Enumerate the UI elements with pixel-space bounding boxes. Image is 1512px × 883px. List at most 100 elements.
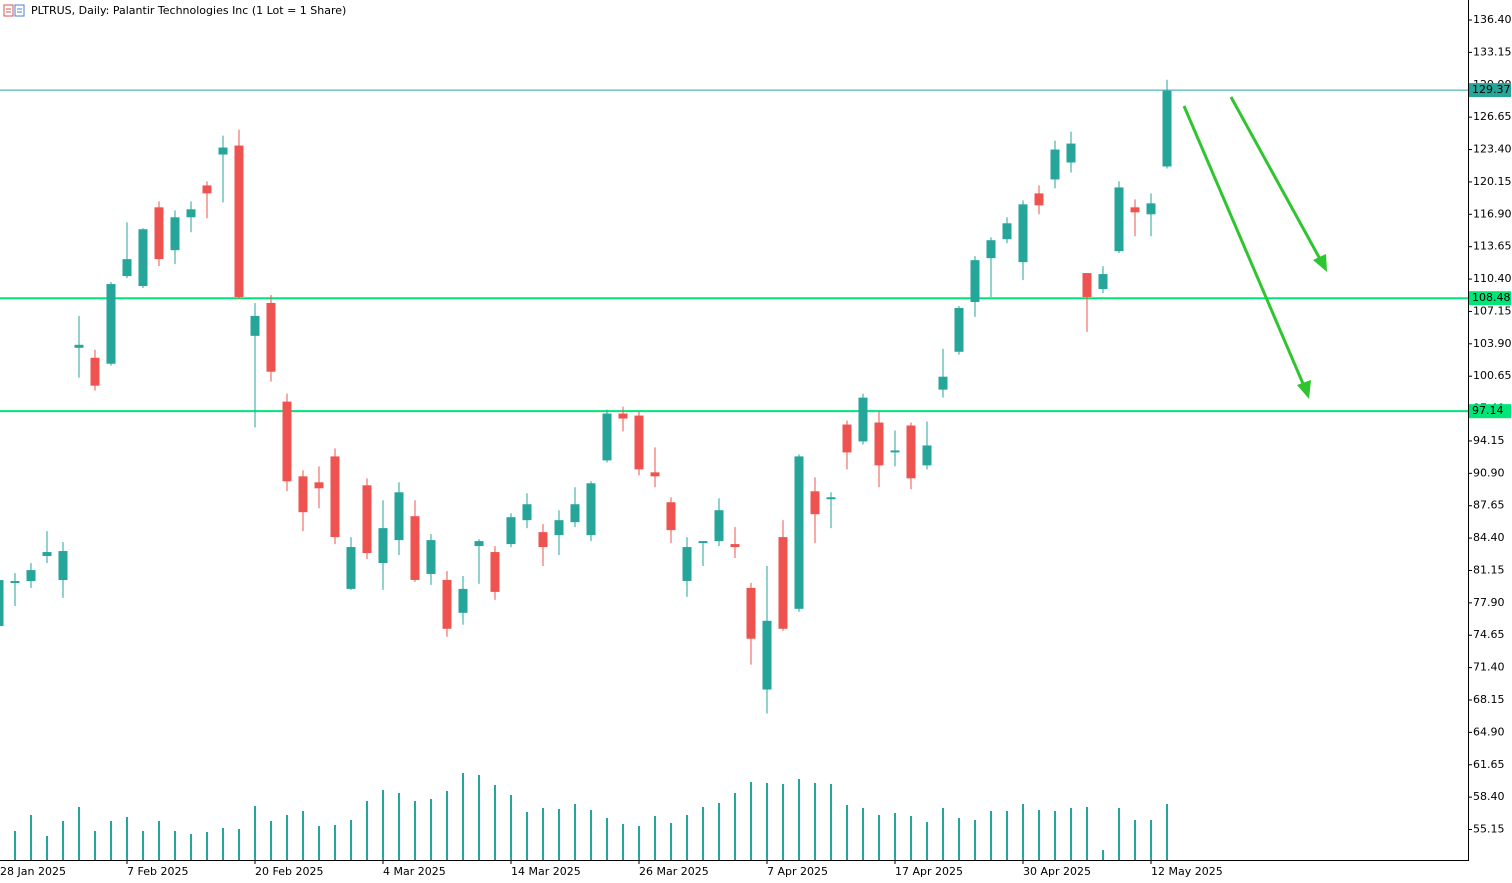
candle-body xyxy=(202,185,212,194)
volume-bar xyxy=(1166,804,1168,860)
x-tick-label: 28 Jan 2025 xyxy=(0,865,66,878)
volume-bar xyxy=(990,811,992,860)
volume-bar xyxy=(1022,804,1024,860)
candle-body xyxy=(922,445,932,466)
candle-body xyxy=(586,483,596,536)
y-tick-label: 87.65 xyxy=(1473,499,1505,512)
volume-bar xyxy=(734,793,736,860)
y-tick-label: 123.40 xyxy=(1473,143,1512,156)
candle-body xyxy=(58,551,68,581)
volume-bar xyxy=(830,784,832,860)
candle-body xyxy=(10,581,20,584)
candle-body xyxy=(106,284,116,364)
volume-bar xyxy=(958,818,960,860)
volume-bar xyxy=(286,815,288,860)
candle-body xyxy=(218,147,228,155)
candle-body xyxy=(938,376,948,390)
volume-bar xyxy=(238,829,240,860)
level-label-box xyxy=(1469,83,1511,98)
candle-body xyxy=(394,492,404,541)
candle-body xyxy=(26,570,36,582)
x-tick-label: 14 Mar 2025 xyxy=(511,865,581,878)
volume-bar xyxy=(110,821,112,860)
trend-arrows xyxy=(1182,96,1327,399)
x-tick-label: 30 Apr 2025 xyxy=(1023,865,1091,878)
candle-body xyxy=(810,491,820,515)
volume-bar xyxy=(606,818,608,860)
candle-body xyxy=(298,476,308,513)
volume-bar xyxy=(926,822,928,860)
volume-bar xyxy=(542,808,544,860)
y-tick-label: 120.15 xyxy=(1473,175,1512,188)
volume-bar xyxy=(62,821,64,860)
y-tick-label: 116.90 xyxy=(1473,207,1512,220)
candle-body xyxy=(762,620,772,690)
volume-bar xyxy=(1038,810,1040,860)
level-label: 129.37 xyxy=(1472,83,1511,96)
volume-bar xyxy=(190,834,192,860)
volume-bar xyxy=(94,831,96,860)
candle-body xyxy=(90,357,100,386)
volume-bar xyxy=(814,783,816,860)
volume-bar xyxy=(638,826,640,860)
volume-bar xyxy=(1086,807,1088,860)
candle-body xyxy=(682,547,692,581)
candle-body xyxy=(1002,223,1012,240)
x-tick-label: 17 Apr 2025 xyxy=(895,865,963,878)
candle-body xyxy=(570,504,580,523)
volume-bar xyxy=(558,809,560,860)
candle-body xyxy=(474,541,484,547)
candle-body xyxy=(618,413,628,419)
y-tick-label: 81.15 xyxy=(1473,563,1505,576)
candle-body xyxy=(74,344,84,348)
y-tick-label: 71.40 xyxy=(1473,661,1505,674)
candle-body xyxy=(234,145,244,297)
volume-bar xyxy=(1102,850,1104,860)
candle-body xyxy=(346,547,356,589)
y-tick-label: 61.65 xyxy=(1473,758,1505,771)
volume-bar xyxy=(334,825,336,860)
y-tick-label: 77.90 xyxy=(1473,596,1505,609)
volume-bar xyxy=(750,782,752,860)
volume-bar xyxy=(766,783,768,860)
volume-bar xyxy=(510,795,512,860)
volume-bar xyxy=(574,804,576,860)
candle-body xyxy=(410,516,420,580)
volume-bar xyxy=(590,810,592,860)
volume-bar xyxy=(846,805,848,860)
volume-bar xyxy=(1118,808,1120,860)
y-tick-label: 55.15 xyxy=(1473,823,1505,836)
volume-bar xyxy=(302,811,304,860)
volume-bar xyxy=(366,801,368,860)
x-tick-label: 12 May 2025 xyxy=(1151,865,1223,878)
volume-bar xyxy=(1150,820,1152,860)
volume-bar xyxy=(174,831,176,860)
candle-body xyxy=(314,482,324,489)
volume-bar xyxy=(862,808,864,860)
volume-bar xyxy=(254,806,256,860)
volume-bar xyxy=(974,820,976,860)
candle-body xyxy=(1018,204,1028,263)
volume-bar xyxy=(782,784,784,860)
candle-body xyxy=(874,422,884,466)
volume-bar xyxy=(942,808,944,860)
volume-bar xyxy=(478,775,480,860)
volume-bar xyxy=(910,816,912,860)
x-tick-label: 26 Mar 2025 xyxy=(639,865,709,878)
axis-area: 136.40133.15129.90126.65123.40120.15116.… xyxy=(0,13,1512,878)
candle-body xyxy=(1162,90,1172,167)
candle-body xyxy=(0,580,4,626)
volume-bar xyxy=(1070,808,1072,860)
y-tick-label: 74.65 xyxy=(1473,628,1505,641)
candle-body xyxy=(458,588,468,613)
candle-body xyxy=(330,456,340,538)
candle-body xyxy=(794,456,804,609)
candle-body xyxy=(890,450,900,453)
volume-bar xyxy=(430,799,432,860)
volume-bar xyxy=(206,832,208,860)
volume-bar xyxy=(30,815,32,860)
candle-body xyxy=(426,540,436,574)
candle-body xyxy=(362,485,372,554)
volume-bar xyxy=(78,807,80,860)
x-tick-label: 7 Feb 2025 xyxy=(127,865,188,878)
